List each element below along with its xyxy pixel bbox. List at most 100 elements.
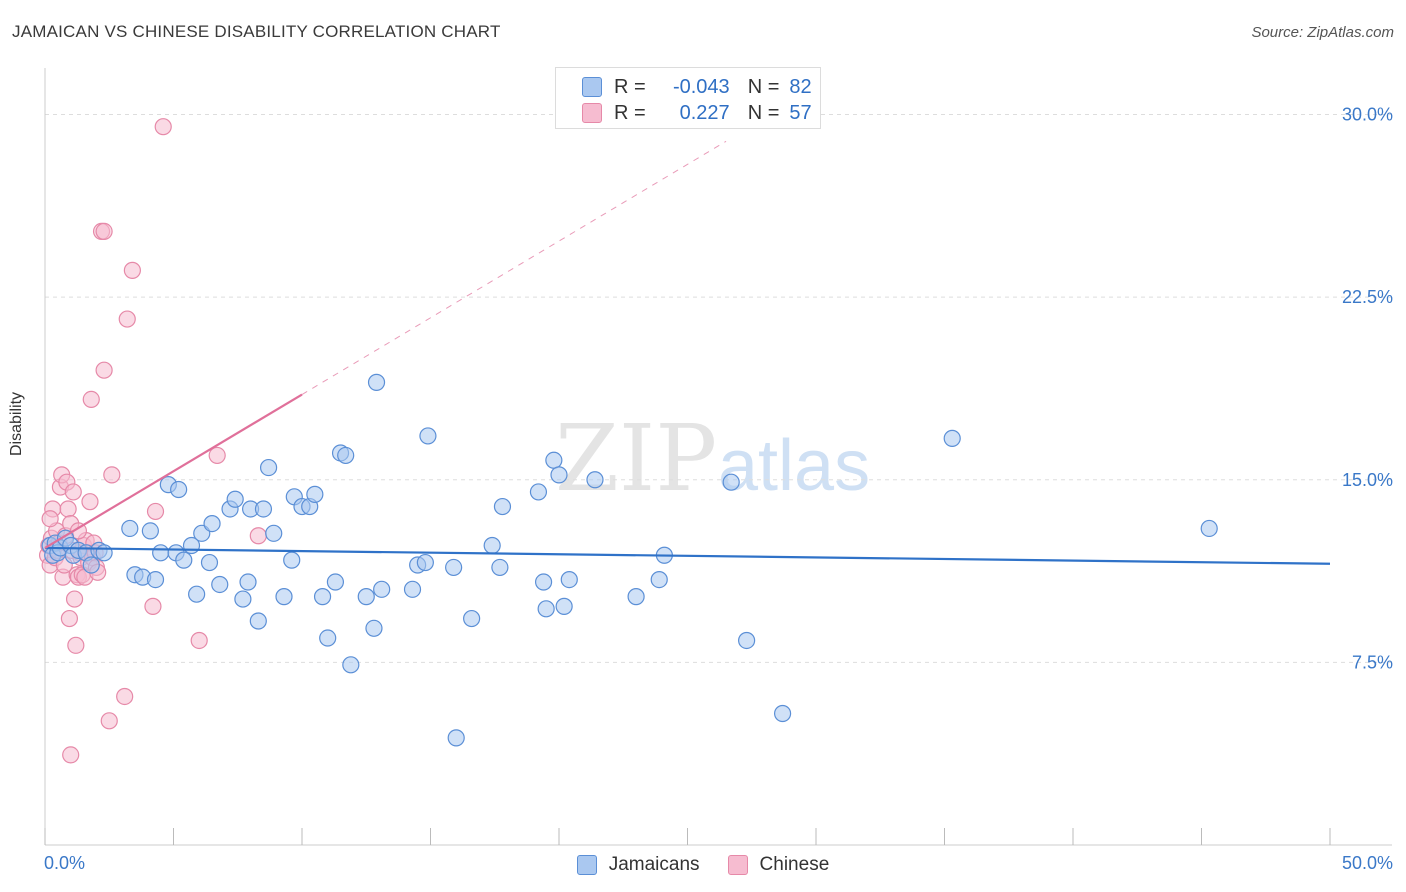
jamaican-point [95, 544, 113, 562]
legend-n-value: 57 [789, 101, 812, 124]
jamaican-point [722, 473, 740, 491]
jamaican-point [550, 466, 568, 484]
chinese-point [69, 522, 88, 540]
watermark-zip: ZIP [555, 405, 717, 512]
jamaican-point [586, 471, 604, 489]
y-tick-label: 22.5% [1342, 287, 1393, 307]
jamaican-points [41, 373, 1218, 747]
jamaican-point [738, 631, 756, 650]
jamaican-point [337, 446, 355, 465]
x-tick-label: 0.0% [44, 853, 85, 873]
tick-labels: 7.5% 15.0% 22.5% 30.0% 0.0% 50.0% [44, 105, 1393, 873]
chinese-point [208, 446, 226, 465]
x-tick-label: 50.0% [1342, 853, 1393, 873]
jamaican-point [545, 451, 563, 469]
gridlines [45, 114, 1392, 663]
jamaican-point [943, 429, 961, 447]
legend-r-value: 0.227 [679, 101, 730, 124]
jamaican-point [326, 573, 345, 591]
jamaican-point [367, 373, 386, 391]
chinese-point [62, 746, 80, 764]
jamaican-point [319, 629, 337, 647]
legend-n-label: N = [747, 101, 780, 124]
jamaican-point [537, 600, 555, 618]
chinese-point [59, 500, 77, 518]
chinese-point [60, 609, 79, 628]
jamaican-point [175, 551, 193, 569]
legend-swatch-pink [727, 855, 748, 875]
chinese-point [67, 636, 85, 654]
series-legend: Jamaicans Chinese [0, 852, 1406, 878]
chinese-point [144, 597, 162, 615]
chinese-point [65, 590, 84, 608]
chinese-point [103, 466, 121, 484]
jamaican-point [419, 427, 437, 445]
jamaican-point [121, 519, 139, 538]
jamaican-point [403, 580, 422, 598]
legend-item-jamaicans[interactable]: Jamaicans [576, 854, 700, 876]
legend-swatch-pink [582, 103, 602, 123]
jamaican-point [493, 497, 512, 516]
jamaican-point [365, 619, 383, 637]
legend-r-label: R = [614, 101, 646, 124]
legend-label-jamaicans: Jamaicans [608, 854, 700, 875]
jamaican-point [357, 588, 375, 606]
y-tick-label: 7.5% [1352, 652, 1393, 672]
jamaican-point [146, 570, 165, 589]
jamaican-point [650, 570, 668, 589]
jamaican-point [529, 483, 548, 501]
jamaican-point [226, 490, 244, 508]
chinese-point [95, 361, 113, 379]
jamaican-point [265, 524, 283, 542]
chinese-point [190, 631, 208, 650]
chinese-point [41, 510, 59, 528]
correlation-legend: R = -0.043 N = 82 R = 0.227 N = 57 [555, 67, 821, 129]
jamaican-point [463, 609, 481, 628]
jamaican-trend-line [44, 546, 1331, 565]
jamaican-point [152, 544, 170, 562]
jamaican-point [275, 588, 293, 606]
legend-swatch-blue [582, 77, 602, 97]
jamaican-point [627, 588, 645, 606]
chinese-trend-extension [301, 140, 727, 395]
jamaican-point [211, 575, 229, 594]
chinese-point [146, 502, 165, 521]
legend-n-label: N = [747, 75, 780, 98]
jamaican-point [259, 458, 278, 477]
legend-label-chinese: Chinese [759, 854, 830, 875]
jamaican-point [188, 585, 206, 603]
chinese-point [82, 390, 100, 409]
legend-row-chinese: R = 0.227 N = 57 [582, 100, 812, 126]
jamaican-point [534, 573, 553, 591]
jamaican-point [141, 522, 159, 540]
jamaican-point [773, 704, 792, 723]
trend-lines [44, 140, 1331, 565]
jamaican-point [239, 573, 257, 591]
chinese-point [118, 310, 136, 328]
jamaican-point [560, 570, 578, 589]
y-axis-label: Disability [8, 391, 25, 456]
jamaican-point [555, 597, 573, 615]
jamaican-point [249, 612, 267, 630]
jamaican-point [82, 556, 100, 574]
jamaican-point [342, 656, 360, 674]
jamaican-point [234, 590, 252, 608]
jamaican-point [313, 588, 332, 606]
jamaican-point [445, 558, 463, 577]
legend-r-value: -0.043 [672, 75, 730, 98]
legend-n-value: 82 [789, 75, 812, 98]
jamaican-point [306, 485, 324, 503]
jamaican-point [447, 729, 465, 747]
jamaican-point [416, 553, 434, 572]
legend-swatch-blue [576, 855, 597, 875]
legend-item-chinese[interactable]: Chinese [727, 854, 830, 876]
jamaican-point [170, 480, 188, 499]
y-tick-label: 15.0% [1342, 470, 1393, 490]
chinese-points [38, 118, 267, 764]
jamaican-point [254, 500, 273, 518]
axes [44, 68, 1392, 846]
chinese-point [100, 712, 118, 730]
jamaican-point [373, 580, 391, 598]
chinese-point [123, 261, 141, 279]
